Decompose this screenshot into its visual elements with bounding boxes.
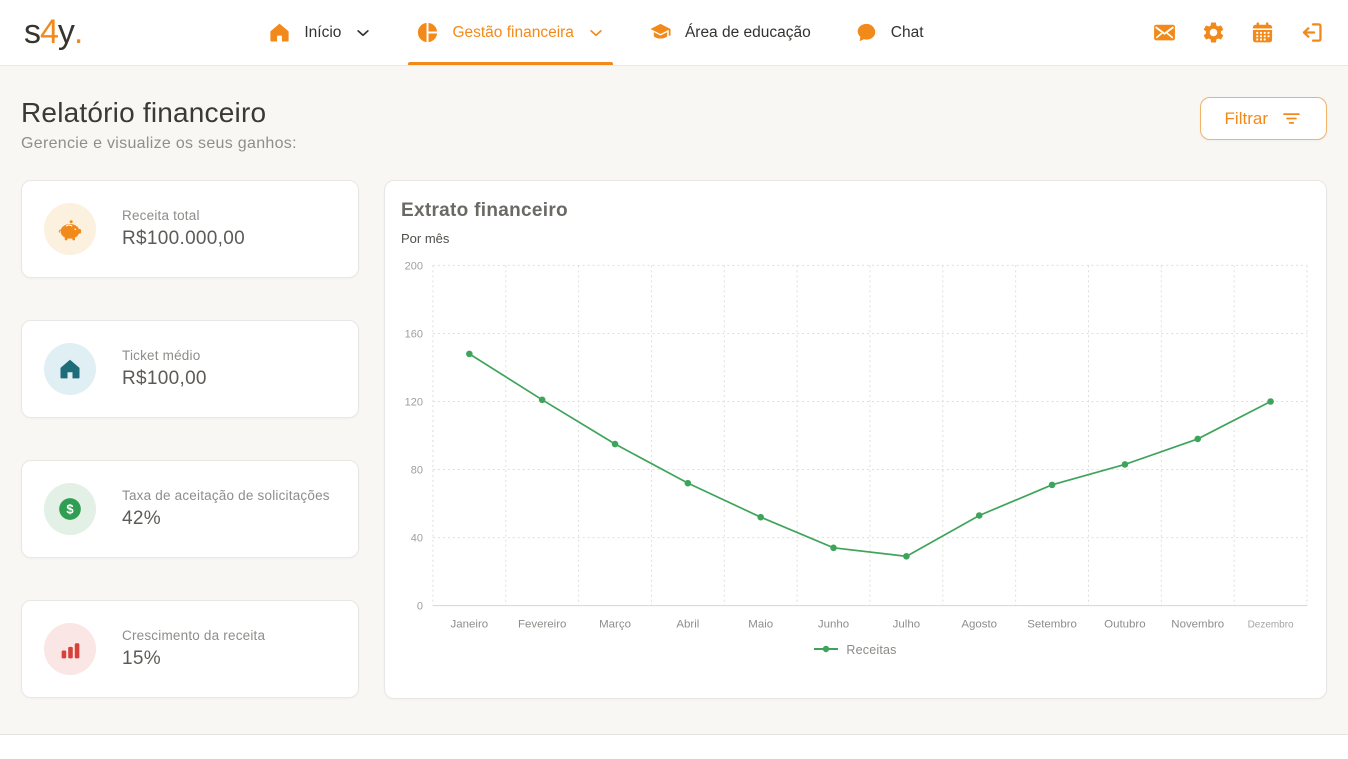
filter-button-label: Filtrar [1224,108,1268,128]
page-subtitle: Gerencie e visualize os seus ganhos: [21,135,297,152]
nav-item-gestao-financeira[interactable]: Gestão financeira [408,0,613,65]
svg-text:120: 120 [405,396,423,408]
svg-text:Outubro: Outubro [1104,619,1145,631]
chart-subtitle: Por mês [401,231,450,246]
stat-card-taxa-aceitacao: $ Taxa de aceitação de solicitações 42% [21,460,359,558]
settings-gear-icon [1203,22,1223,43]
legend-line-dot-marker [814,641,839,659]
financial-statement-chart-card: Extrato financeiro Por mês 0 40 80 120 160 20… [384,180,1327,699]
svg-text:$: $ [66,502,74,517]
mail-icon [1153,24,1175,41]
stat-card-receita-total: Receita total R$100.000,00 [21,180,359,278]
svg-text:Dezembro: Dezembro [1248,620,1294,631]
stat-value: R$100.000,00 [122,228,245,249]
page-header: Relatório financeiro Gerencie e visualiz… [21,66,1327,153]
chart-title: Extrato financeiro [401,200,568,221]
nav-item-chat[interactable]: Chat [855,0,924,65]
filter-icon [1283,113,1300,124]
stat-value: 42% [122,508,161,529]
logo-dot: . [73,13,84,51]
svg-text:Julho: Julho [893,619,920,631]
svg-text:Setembro: Setembro [1027,619,1077,631]
page-title: Relatório financeiro [21,97,267,128]
nav-label: Gestão financeira [452,23,574,41]
stat-label: Receita total [122,208,200,223]
house-icon [44,343,96,395]
nav-item-inicio[interactable]: Início [268,0,372,65]
chat-bubble-icon [857,23,876,42]
calendar-icon [1252,22,1272,43]
svg-text:Fevereiro: Fevereiro [518,619,566,631]
svg-text:Março: Março [599,619,631,631]
nav-label: Chat [890,23,924,41]
stat-value: R$100,00 [122,368,207,389]
stat-label: Taxa de aceitação de solicitações [122,488,330,503]
legend-label: Receitas [846,643,897,657]
logout-icon [1302,23,1322,42]
stat-label: Ticket médio [122,348,201,363]
calendar-icon-button[interactable] [1249,20,1275,46]
line-chart[interactable]: 0 40 80 120 160 200 Janeiro Fevereiro Março Abril… [401,259,1310,639]
nav-item-area-de-educacao[interactable]: Área de educação [649,0,811,65]
filter-button[interactable]: Filtrar [1199,97,1327,140]
piggy-bank-icon [44,203,96,255]
stats-column: Receita total R$100.000,00 Ticket médio … [21,180,359,699]
settings-icon-button[interactable] [1200,20,1226,46]
svg-text:Junho: Junho [818,619,849,631]
stat-card-ticket-medio: Ticket médio R$100,00 [21,320,359,418]
svg-text:0: 0 [417,601,423,613]
stat-label: Crescimento da receita [122,628,266,643]
svg-text:Maio: Maio [748,619,773,631]
logo-letter-4: 4 [40,13,59,51]
content-row: Receita total R$100.000,00 Ticket médio … [21,180,1327,699]
svg-text:Janeiro: Janeiro [451,619,489,631]
stat-value: 15% [122,648,161,669]
svg-text:Agosto: Agosto [961,619,997,631]
chevron-down-icon [357,29,370,36]
main-navigation: Início Gestão financeira Área de educaçã… [268,0,924,65]
pie-chart-icon [418,22,438,43]
chart-legend: Receitas [401,641,1310,659]
nav-label: Início [304,23,342,41]
line-chart-canvas: 0 40 80 120 160 200 Janeiro Fevereiro Março Abril… [405,260,1308,631]
svg-text:Abril: Abril [676,619,699,631]
nav-label: Área de educação [684,23,811,41]
logo-letter-y: y [57,13,75,51]
home-icon [270,23,289,42]
svg-text:80: 80 [411,465,423,477]
svg-text:200: 200 [405,260,423,272]
bar-chart-icon [44,623,96,675]
logout-icon-button[interactable] [1298,20,1324,46]
graduation-cap-icon [650,23,671,39]
chevron-down-icon [590,29,602,36]
svg-text:Novembro: Novembro [1171,619,1224,631]
dollar-circle-icon: $ [44,483,96,535]
main-content: Relatório financeiro Gerencie e visualiz… [0,66,1348,735]
stat-card-crescimento-receita: Crescimento da receita 15% [21,600,359,698]
logo-letter-s: s [24,13,41,51]
navbar-action-icons [1151,0,1324,65]
svg-text:40: 40 [411,533,423,545]
svg-text:160: 160 [405,328,423,340]
mail-icon-button[interactable] [1151,20,1177,46]
